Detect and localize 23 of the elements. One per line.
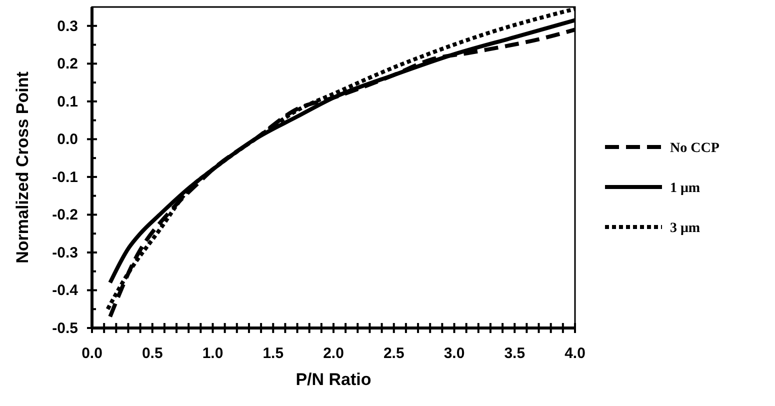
y-tick-label: -0.2 (52, 206, 78, 224)
x-tick-label: 0.5 (142, 345, 163, 362)
x-axis-title: P/N Ratio (296, 370, 372, 389)
y-tick-label: 0.0 (57, 131, 78, 148)
y-tick-label: 0.2 (57, 56, 78, 73)
x-tick-label: 3.0 (444, 345, 465, 362)
x-tick-label: 1.0 (202, 345, 224, 362)
x-tick-label: 1.5 (262, 345, 284, 362)
x-tick-label: 3.5 (504, 345, 526, 362)
x-tick-label: 0.0 (82, 345, 102, 362)
y-axis-title: Normalized Cross Point (13, 71, 32, 264)
y-tick-label: -0.1 (52, 168, 78, 186)
y-tick-label: -0.5 (52, 320, 78, 337)
y-tick-label: 0.1 (57, 93, 78, 110)
legend-label: 3 μm (670, 221, 700, 236)
legend-label: No CCP (670, 141, 720, 156)
y-tick-label: 0.3 (57, 18, 78, 35)
x-tick-label: 4.0 (564, 345, 586, 362)
legend-label: 1 μm (670, 181, 700, 196)
x-tick-label: 2.5 (383, 345, 404, 362)
y-tick-label: -0.4 (52, 282, 79, 300)
x-tick-label: 2.0 (323, 345, 344, 362)
y-tick-label: -0.3 (52, 244, 78, 262)
